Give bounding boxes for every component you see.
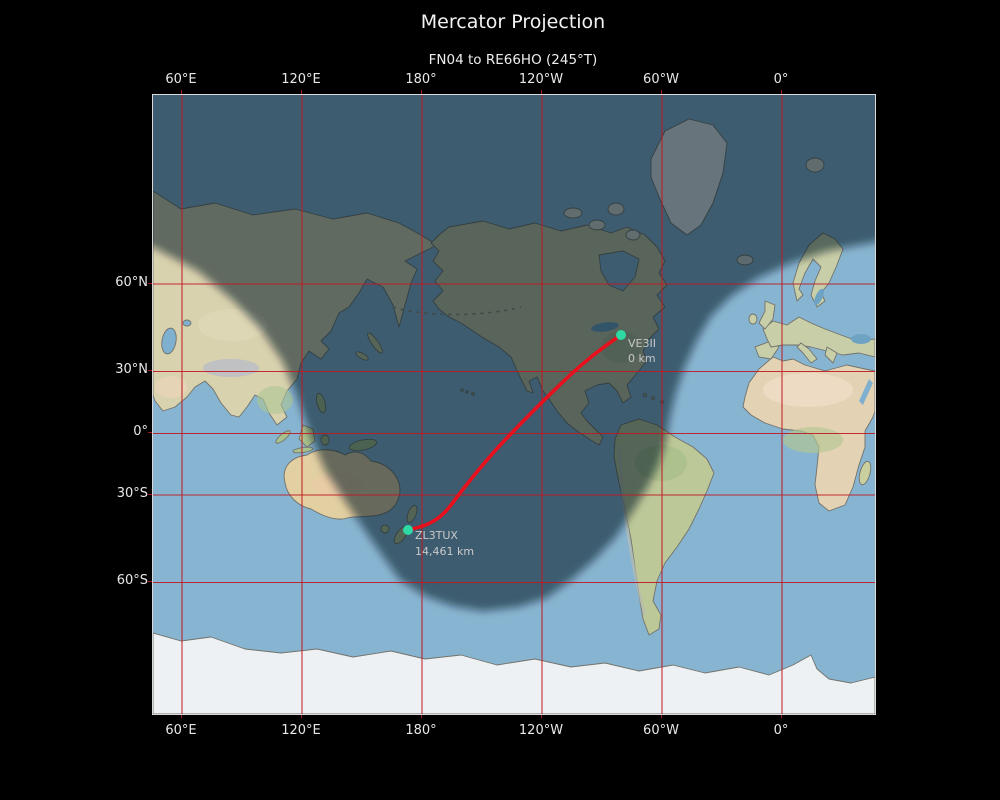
lon-label-bottom-120e: 120°E <box>281 723 321 738</box>
figure-title: Mercator Projection <box>420 11 606 33</box>
lon-label-bottom-60w: 60°W <box>643 723 679 738</box>
lat-label-60n: 60°N <box>115 275 148 290</box>
land-antarctica <box>152 632 876 715</box>
lon-label-top-60w: 60°W <box>643 72 679 87</box>
tick <box>148 370 152 371</box>
mountains-tibet <box>203 359 259 377</box>
lat-label-0: 0° <box>133 424 148 439</box>
lon-label-top-60e: 60°E <box>165 72 197 87</box>
green-se-asia <box>257 386 293 414</box>
desert-arabia <box>155 376 187 398</box>
lon-label-bottom-120w: 120°W <box>518 723 564 738</box>
tick <box>541 90 542 94</box>
lon-label-bottom-60e: 60°E <box>165 723 197 738</box>
tick <box>181 90 182 94</box>
station-label-zl3tux-callsign: ZL3TUX <box>415 529 458 542</box>
tick <box>661 90 662 94</box>
map-canvas: VE3II 0 km ZL3TUX 14,461 km <box>138 80 888 715</box>
tick <box>421 90 422 94</box>
desert-sahara <box>763 373 853 407</box>
black-sea <box>851 334 871 344</box>
tick <box>781 714 782 718</box>
tick <box>148 581 152 582</box>
tick <box>541 714 542 718</box>
graticule <box>153 95 875 714</box>
tick <box>181 714 182 718</box>
green-central-africa <box>783 427 843 453</box>
map-axes: VE3II 0 km ZL3TUX 14,461 km <box>138 80 888 715</box>
land-ireland <box>748 313 758 325</box>
land-italy <box>796 342 818 364</box>
station-label-zl3tux-distance: 14,461 km <box>415 545 474 558</box>
station-marker-zl3tux <box>403 525 413 535</box>
tick <box>781 90 782 94</box>
aral-sea <box>182 319 192 327</box>
tick <box>148 494 152 495</box>
land-balkans <box>824 346 838 364</box>
station-marker-ve3ii <box>616 330 626 340</box>
lon-label-bottom-0: 0° <box>773 723 789 738</box>
tick <box>148 432 152 433</box>
station-label-ve3ii-distance: 0 km <box>628 352 656 365</box>
baltic-sea <box>814 288 824 306</box>
tick <box>148 283 152 284</box>
lon-label-top-120e: 120°E <box>281 72 321 87</box>
lon-label-top-180: 180° <box>405 72 437 87</box>
tick <box>301 90 302 94</box>
land-madagascar <box>858 460 872 486</box>
tick <box>421 714 422 718</box>
figure-subtitle: FN04 to RE66HO (245°T) <box>428 52 598 68</box>
tick <box>301 714 302 718</box>
lat-label-30s: 30°S <box>116 486 148 501</box>
lon-label-bottom-180: 180° <box>405 723 437 738</box>
great-circle-path <box>406 333 623 532</box>
night-shade <box>138 80 888 611</box>
red-sea <box>859 379 873 405</box>
station-label-ve3ii-callsign: VE3II <box>628 337 656 350</box>
land-java <box>292 446 314 454</box>
lat-label-60s: 60°S <box>116 573 148 588</box>
land-uk <box>758 300 776 330</box>
lon-label-top-120w: 120°W <box>518 72 564 87</box>
lat-label-30n: 30°N <box>115 362 148 377</box>
tick <box>661 714 662 718</box>
lon-label-top-0: 0° <box>773 72 789 87</box>
caspian-sea <box>161 327 177 355</box>
